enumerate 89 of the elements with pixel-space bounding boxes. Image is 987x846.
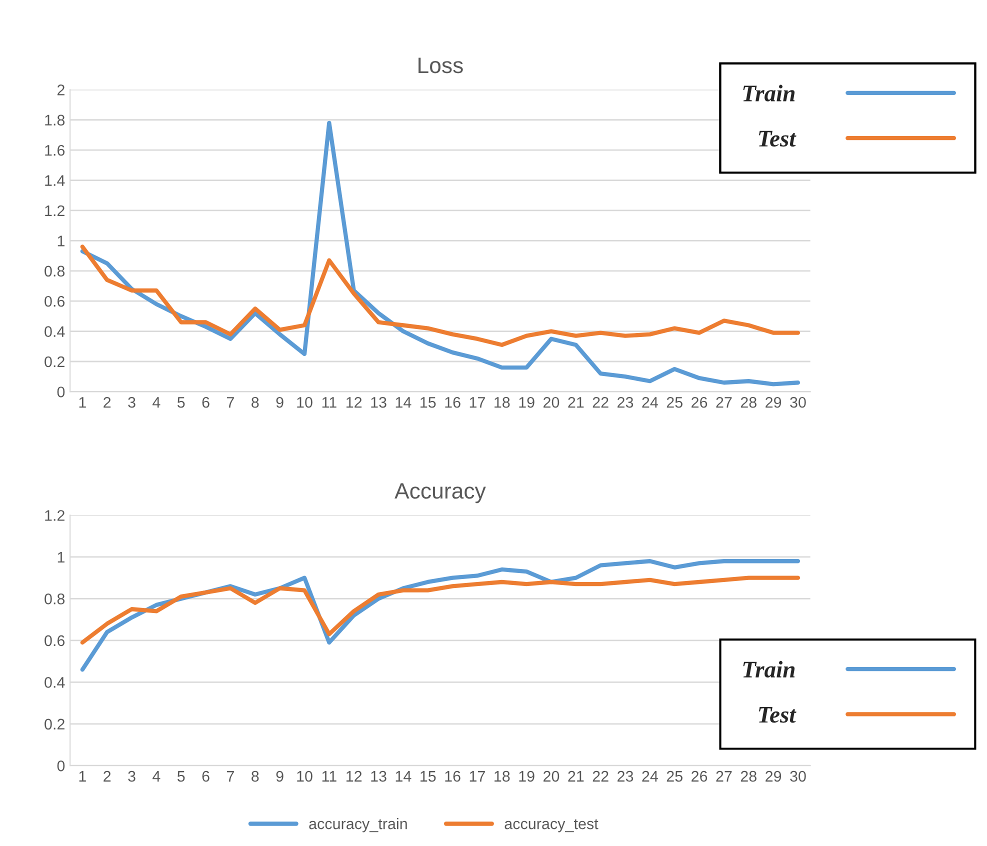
legend-label: Test	[758, 130, 796, 147]
line-series	[80, 120, 800, 386]
legend-label: Test	[758, 707, 796, 723]
y-tick-label: 0.2	[44, 356, 64, 368]
y-tick-label: 1.8	[45, 114, 65, 126]
x-tick-label: 22	[592, 396, 608, 408]
x-tick-label: 21	[568, 396, 584, 408]
line-series	[80, 244, 800, 347]
x-tick-label: 18	[494, 770, 510, 782]
x-tick-label: 25	[666, 770, 682, 782]
x-tick-label: 30	[790, 770, 806, 782]
y-tick-label: 2	[57, 84, 64, 96]
x-tick-label: 18	[494, 396, 510, 408]
x-tick-label: 27	[716, 396, 732, 408]
x-tick-label: 26	[692, 770, 708, 782]
x-tick-label: 19	[519, 770, 534, 782]
y-tick-label: 0.6	[44, 296, 65, 307]
x-tick-label: 17	[470, 397, 485, 408]
x-tick-label: 11	[322, 397, 336, 408]
x-tick-label: 9	[276, 396, 284, 408]
legend-label: Train	[743, 660, 795, 678]
y-tick-label: 1.2	[45, 205, 64, 216]
text: accuracy_test	[504, 819, 598, 832]
x-tick-label: 11	[322, 771, 336, 782]
x-tick-label: 20	[544, 396, 560, 408]
x-tick-label: 12	[346, 396, 362, 408]
x-tick-label: 24	[642, 770, 658, 782]
y-tick-label: 1	[58, 552, 64, 562]
x-tick-label: 28	[740, 770, 756, 782]
x-tick-label: 8	[252, 770, 259, 782]
x-tick-label: 2	[104, 770, 111, 782]
x-tick-label: 1	[79, 397, 86, 408]
x-tick-label: 6	[202, 770, 210, 782]
x-tick-label: 19	[519, 396, 534, 408]
x-tick-label: 17	[470, 771, 485, 782]
x-tick-label: 29	[766, 396, 782, 408]
x-tick-label: 20	[544, 770, 560, 782]
x-tick-label: 28	[740, 396, 756, 408]
x-tick-label: 22	[592, 770, 608, 782]
y-tick-label: 0	[57, 386, 65, 398]
y-tick-label: 0.8	[44, 594, 65, 604]
x-tick-label: 4	[152, 771, 160, 782]
x-tick-label: 8	[252, 396, 259, 408]
y-tick-label: 0.6	[44, 635, 65, 646]
y-tick-label: 0.4	[44, 677, 65, 688]
x-tick-label: 25	[666, 396, 682, 408]
y-tick-label: 1.4	[45, 175, 65, 186]
x-tick-label: 3	[128, 770, 136, 782]
line-series	[80, 576, 800, 645]
y-tick-label: 0.4	[44, 326, 65, 337]
y-tick-label: 1.6	[45, 144, 65, 156]
x-tick-label: 5	[177, 397, 185, 408]
x-tick-label: 23	[618, 396, 634, 408]
x-tick-label: 16	[445, 770, 460, 782]
x-tick-label: 23	[618, 770, 634, 782]
y-tick-label: 0	[57, 760, 65, 772]
x-tick-label: 27	[716, 770, 732, 782]
chart-title: Accuracy	[394, 483, 486, 504]
x-tick-label: 2	[104, 396, 111, 408]
x-tick-label: 24	[642, 396, 658, 408]
y-tick-label: 0.2	[44, 718, 64, 730]
x-tick-label: 15	[420, 771, 436, 782]
x-tick-label: 30	[790, 396, 806, 408]
x-tick-label: 10	[297, 396, 312, 408]
x-tick-label: 14	[396, 397, 412, 408]
x-tick-label: 9	[276, 770, 284, 782]
x-tick-label: 26	[692, 396, 708, 408]
text: accuracy_train	[309, 818, 407, 832]
legend-label: Train	[743, 84, 795, 102]
x-tick-label: 4	[152, 397, 160, 408]
y-tick-label: 1	[58, 236, 64, 246]
x-tick-label: 7	[227, 771, 234, 782]
y-tick-label: 1.2	[45, 510, 64, 521]
x-tick-label: 3	[128, 396, 136, 408]
x-tick-label: 6	[202, 396, 210, 408]
x-tick-label: 16	[445, 396, 460, 408]
x-tick-label: 5	[177, 771, 185, 782]
x-tick-label: 21	[568, 770, 584, 782]
x-tick-label: 1	[79, 771, 86, 782]
chart-title: Loss	[418, 58, 463, 74]
x-tick-label: 7	[227, 397, 234, 408]
x-tick-label: 15	[420, 397, 436, 408]
y-tick-label: 0.8	[44, 266, 65, 277]
x-tick-label: 12	[346, 770, 362, 782]
x-tick-label: 13	[371, 396, 386, 408]
x-tick-label: 14	[396, 771, 412, 782]
x-tick-label: 10	[297, 770, 312, 782]
x-tick-label: 29	[766, 770, 782, 782]
x-tick-label: 13	[371, 770, 386, 782]
